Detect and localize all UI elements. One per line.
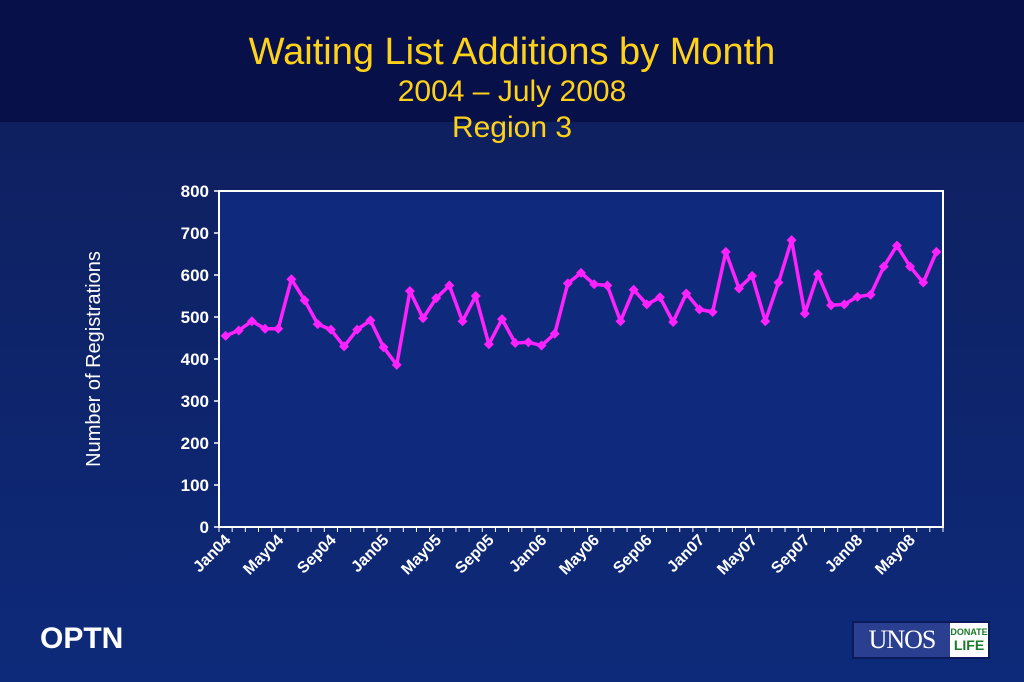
data-point [536, 340, 547, 351]
data-point [707, 306, 718, 317]
data-point [312, 319, 323, 330]
data-point [457, 316, 468, 327]
data-point [826, 300, 837, 311]
data-point [391, 359, 402, 370]
data-point [299, 295, 310, 306]
data-point [246, 316, 257, 327]
series-layer [220, 235, 942, 370]
x-tick-label: Jan07 [664, 532, 708, 576]
x-tick-label: May04 [240, 532, 287, 579]
data-point [470, 291, 481, 301]
x-tick-label: May07 [714, 532, 761, 579]
data-point [681, 288, 692, 299]
data-point [286, 274, 297, 285]
x-tick-label: May05 [398, 532, 445, 579]
chart-subtitle: 2004 – July 2008 [397, 75, 627, 108]
data-point [918, 277, 929, 288]
data-point [628, 284, 639, 295]
data-point [839, 299, 850, 310]
y-tick-label: 0 [200, 518, 209, 537]
data-point [865, 289, 876, 300]
data-point [931, 246, 942, 257]
donate-life-bottom: LIFE [953, 637, 985, 653]
y-tick-label: 200 [181, 434, 209, 453]
data-point [483, 339, 494, 350]
data-point [404, 285, 415, 296]
data-point [523, 337, 534, 348]
x-tick-label: Jan08 [822, 532, 866, 576]
x-tick-label: Jan06 [506, 532, 550, 576]
data-point [325, 324, 336, 335]
y-tick-label: 700 [181, 224, 209, 243]
y-tick-label: 400 [181, 350, 209, 369]
data-point [654, 292, 665, 303]
unos-logo: UNOS DONATE LIFE [852, 621, 990, 659]
data-point [694, 304, 705, 315]
donate-life-top: DONATE [950, 627, 988, 637]
data-point [260, 323, 271, 334]
x-tick-label: May08 [872, 532, 919, 579]
data-point [760, 316, 771, 327]
data-point [891, 240, 902, 251]
data-point [365, 315, 376, 326]
y-tick-label: 600 [181, 266, 209, 285]
x-axis: Jan04 May04 Sep04 Jan05 May05 Sep05 Jan06 May06… [190, 527, 944, 579]
data-point [418, 313, 429, 324]
data-point [589, 279, 600, 290]
y-tick-label: 300 [181, 392, 209, 411]
data-point [549, 328, 560, 339]
x-tick-label: Sep06 [610, 532, 655, 577]
data-point [510, 338, 521, 349]
x-tick-label: Sep04 [294, 532, 339, 577]
y-tick-label: 500 [181, 308, 209, 327]
data-point [220, 330, 231, 341]
chart-title: Waiting List Additions by Month [248, 31, 776, 73]
data-point [773, 277, 784, 288]
data-point [431, 293, 442, 304]
plot-area [218, 190, 944, 528]
y-axis: 0 100 200 300 400 500 600 700 800 [181, 182, 219, 537]
title-band [0, 0, 1024, 122]
x-tick-label: Sep05 [452, 532, 497, 577]
data-point [576, 267, 586, 278]
optn-brand: OPTN [40, 622, 124, 655]
x-tick-label: Jan05 [348, 532, 392, 576]
data-point [273, 323, 284, 334]
data-point [852, 291, 863, 302]
y-tick-label: 100 [181, 476, 209, 495]
data-point [444, 280, 455, 291]
data-point [733, 283, 744, 294]
data-point [562, 278, 573, 289]
data-point [233, 325, 244, 336]
data-point [905, 261, 916, 272]
chart-region: Region 3 [451, 111, 573, 144]
y-tick-label: 800 [181, 182, 209, 201]
data-point [352, 324, 363, 335]
data-point [602, 280, 613, 291]
data-point [786, 235, 797, 246]
title-block: Waiting List Additions by Month 2004 – J… [0, 30, 1024, 146]
y-axis-label: Number of Registrations [83, 251, 105, 467]
data-point [615, 316, 626, 327]
data-point [747, 270, 758, 281]
data-point [497, 314, 508, 325]
data-point [812, 269, 823, 280]
unos-logo-text: UNOS [854, 623, 950, 657]
data-point [668, 317, 679, 328]
x-tick-label: Jan04 [190, 532, 234, 576]
data-point [799, 308, 810, 319]
donate-life-badge: DONATE LIFE [950, 623, 988, 657]
data-point [720, 246, 731, 257]
data-point [378, 342, 389, 353]
data-point [339, 341, 350, 352]
x-tick-label: Sep07 [768, 532, 813, 577]
data-point [641, 299, 652, 310]
data-point [878, 261, 889, 272]
x-tick-label: May06 [556, 532, 603, 579]
